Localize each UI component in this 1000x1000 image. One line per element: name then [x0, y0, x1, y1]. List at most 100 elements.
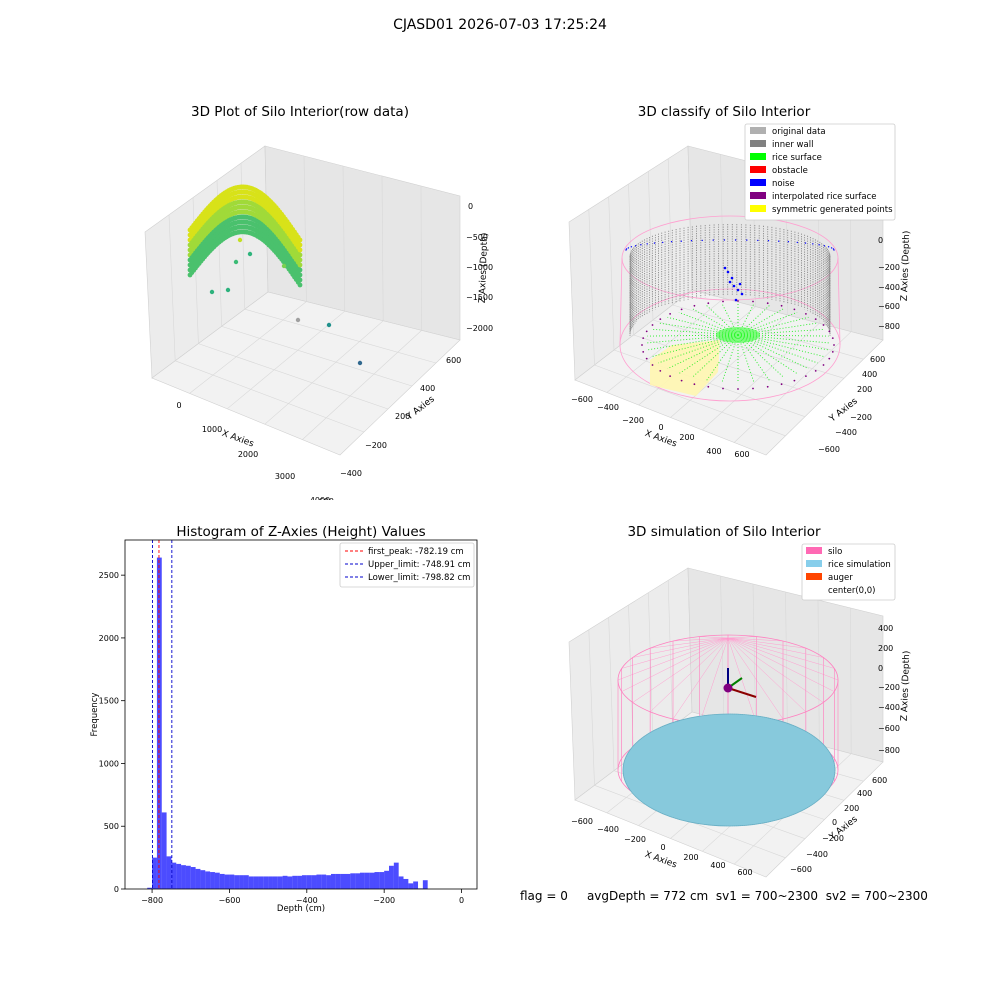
histogram-legend: first_peak: -782.19 cm Upper_limit: -748.… [339, 542, 475, 588]
grid-line [168, 214, 176, 361]
rice-ray [667, 334, 739, 370]
rice-ray [737, 328, 825, 336]
classify-x-tick: 400 [706, 447, 721, 456]
classify-z-tick: −200 [878, 263, 900, 272]
histogram-bar [210, 872, 215, 889]
histogram-bar [253, 876, 259, 889]
classify-z-tick: −800 [878, 322, 900, 331]
grid-line [608, 196, 615, 351]
histogram-bar [316, 874, 322, 889]
flag-value: flag = 0 [520, 889, 568, 903]
histogram-bar [311, 875, 317, 889]
grid-line [720, 575, 725, 721]
sim-z-tick: 0 [878, 664, 883, 673]
noise-point [734, 239, 737, 241]
raw-z-tick: −500 [466, 233, 488, 242]
histogram-bar [171, 862, 177, 889]
silo-edge [837, 257, 841, 346]
interp-point [831, 351, 834, 353]
raw-point [297, 267, 303, 273]
interp-point [831, 337, 834, 339]
histogram-bar [422, 880, 428, 889]
histogram-bar [359, 872, 365, 889]
histogram-bar [330, 873, 336, 889]
histogram-bar [340, 873, 346, 889]
raw-point [297, 272, 303, 278]
histogram-bar [408, 883, 414, 889]
classify-x-tick: −600 [571, 395, 593, 404]
silo-roof-line [621, 637, 729, 692]
interp-point [669, 375, 671, 377]
grid-line [175, 360, 365, 433]
raw-x-tick: 0 [176, 401, 181, 410]
legend-swatch [750, 166, 766, 173]
grid-line [606, 298, 725, 393]
interp-point [780, 383, 783, 386]
grid-line [420, 185, 422, 331]
raw-outlier-point [295, 317, 301, 323]
classify-x-tick: 600 [734, 450, 749, 459]
histogram-bar [389, 865, 394, 889]
legend-box [801, 543, 896, 601]
rice-ray [706, 305, 739, 336]
interp-point [651, 324, 654, 326]
y-tick-label: 1500 [99, 697, 119, 706]
legend-label: symmetric generated points [772, 205, 893, 215]
sim-y-tick: 400 [857, 789, 872, 798]
simulation-plot-title: 3D simulation of Silo Interior [627, 524, 821, 540]
histogram-bar [239, 875, 244, 889]
raw-point [297, 262, 303, 268]
silo-edge [619, 257, 623, 346]
noise-point [653, 242, 656, 244]
interp-point [693, 304, 696, 307]
silo-roof-line [727, 637, 806, 649]
sv2-value: sv2 = 700~2300 [825, 889, 928, 903]
classify-y-tick: −200 [850, 413, 872, 422]
silo-roof-line [632, 637, 729, 703]
sim-x-tick: −200 [624, 835, 646, 844]
raw-outlier-point [326, 322, 332, 328]
histogram-bar [272, 876, 278, 889]
raw-z-label: Z Axies (Depth) [478, 233, 490, 304]
grid-line [588, 209, 595, 366]
interp-point [828, 330, 831, 333]
sim-x-tick: 400 [710, 861, 725, 870]
sim-y-tick: 600 [872, 776, 887, 785]
raw-point [297, 237, 303, 243]
noise-point [832, 248, 835, 250]
legend-swatch [750, 179, 766, 186]
histogram-bar [205, 871, 211, 889]
rice-simulation-disk [622, 713, 836, 827]
grid-line [302, 330, 422, 440]
legend-label: Upper_limit: -748.91 cm [368, 560, 471, 570]
histogram-bar [200, 870, 206, 889]
sim-z-tick: −400 [878, 703, 900, 712]
interp-point [659, 370, 662, 372]
interp-point [752, 300, 754, 303]
floor-pane [151, 291, 461, 456]
grid-line [303, 155, 307, 302]
inner-wall-points [629, 224, 831, 336]
histogram-bar [369, 872, 375, 889]
grid-line [381, 175, 384, 321]
raw-y-tick: 600 [446, 356, 461, 365]
silo-roof-line [699, 637, 729, 724]
histogram-bars [147, 557, 428, 889]
interp-point [822, 364, 825, 366]
histogram-bar [335, 873, 341, 889]
raw-outlier-point [233, 259, 239, 265]
grid-line [667, 580, 673, 727]
noise-point [778, 240, 780, 242]
classify-plot-title: 3D classify of Silo Interior [637, 104, 811, 120]
interp-point [822, 324, 825, 326]
noise-point [630, 246, 633, 248]
histogram-bar [214, 872, 220, 889]
grid-line [648, 592, 654, 742]
noise-point [690, 240, 693, 242]
classify-z-tick: −400 [878, 283, 900, 292]
grid-line [648, 171, 654, 321]
silo-roof-line [650, 637, 729, 649]
rice-ray [737, 305, 770, 336]
x-tick-label: 0 [459, 896, 464, 905]
